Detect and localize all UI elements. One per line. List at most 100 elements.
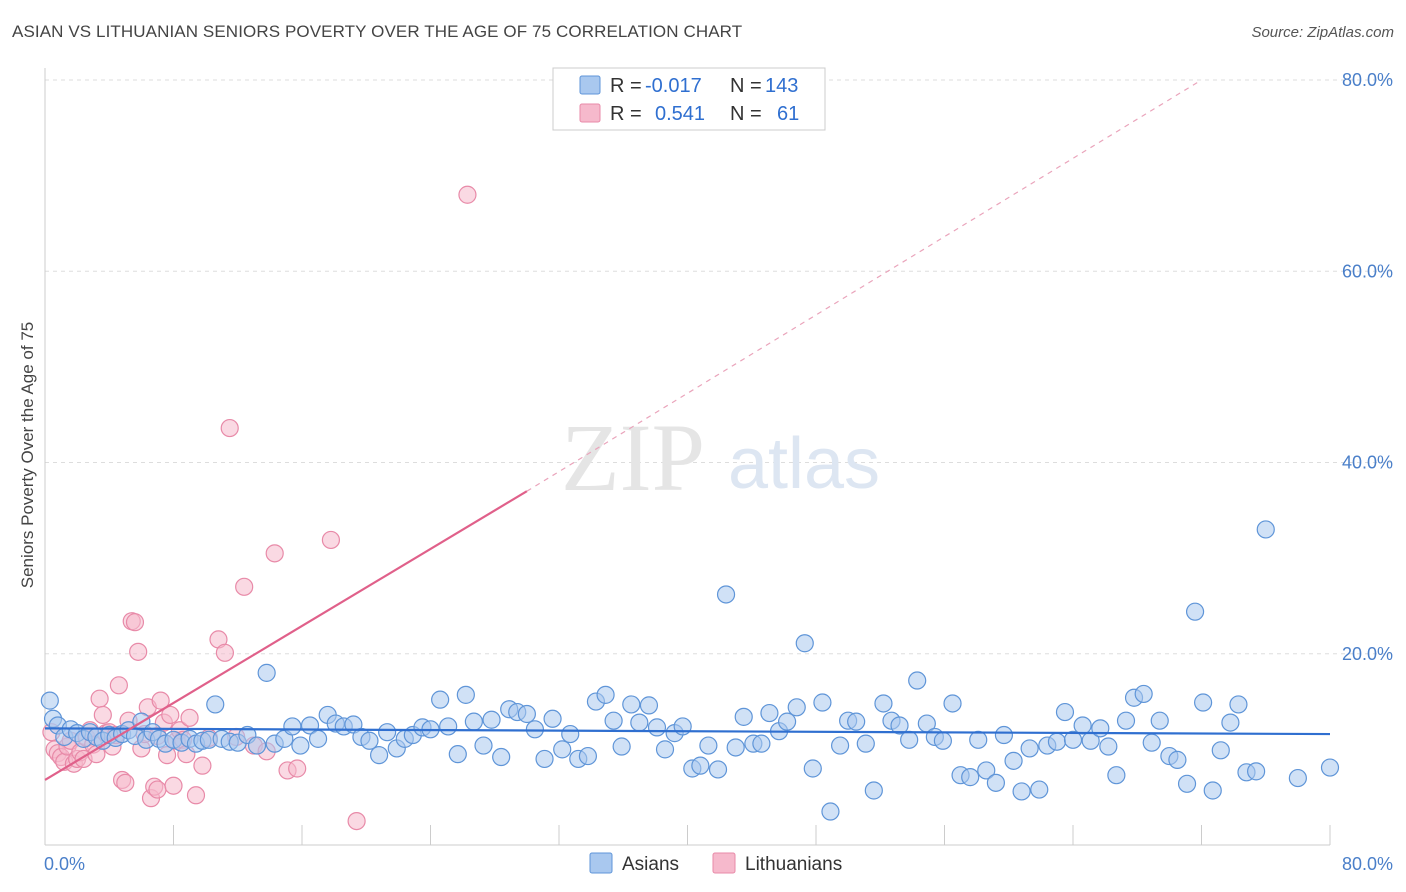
lithuanians-point — [148, 780, 167, 799]
lithuanians-point — [164, 776, 183, 795]
asians-point — [604, 711, 623, 730]
asians-point — [517, 704, 536, 724]
asians-point — [726, 738, 745, 757]
asians-point — [1194, 693, 1213, 712]
asians-point — [308, 729, 328, 748]
watermark-zip: ZIP — [561, 404, 705, 511]
legend-n-label-asians: N = — [730, 75, 762, 97]
lithuanians-point — [180, 708, 199, 727]
asians-point — [908, 671, 927, 690]
lithuanians-point — [161, 705, 180, 725]
asians-point — [1063, 730, 1083, 749]
legend-swatch-asians — [579, 75, 601, 95]
watermark-atlas: atlas — [728, 424, 880, 504]
asians-point — [360, 731, 379, 750]
asians-point — [1229, 695, 1248, 714]
axes — [44, 68, 1331, 846]
asians-point — [622, 695, 641, 714]
asians-point — [1221, 713, 1240, 732]
legend-n-value-asians: 143 — [765, 75, 798, 97]
legend-n-label-lithuanians: N = — [730, 103, 762, 125]
asians-point — [1004, 751, 1023, 770]
asians-point — [1288, 768, 1307, 788]
asians-point — [977, 761, 996, 780]
x-tick-label-1: 80.0% — [1342, 854, 1393, 874]
asians-point — [247, 736, 267, 755]
asians-point — [760, 703, 779, 723]
y-tick-label-0: 20.0% — [1342, 644, 1393, 664]
asians-point — [933, 731, 952, 750]
asians-point — [630, 713, 649, 732]
asians-point — [525, 720, 545, 739]
lithuanians-point — [116, 773, 135, 792]
asians-point — [474, 736, 493, 755]
y-axis-label: Seniors Poverty Over the Age of 75 — [18, 322, 37, 588]
trend-lines — [44, 79, 1331, 781]
lithuanians-point — [265, 544, 284, 563]
asians-point — [561, 724, 580, 744]
x-tick-labels: 0.0% 80.0% — [44, 854, 1393, 874]
asians-point — [1168, 750, 1187, 769]
asians-point — [699, 736, 718, 755]
lithuanians-point — [458, 185, 477, 204]
asians-point — [874, 694, 893, 713]
asians-point — [847, 712, 866, 731]
lithuanians-point — [186, 786, 206, 805]
lithuanians-point — [215, 643, 234, 662]
asians-point — [1211, 741, 1230, 760]
bottom-legend-label-lithuanians: Lithuanians — [745, 854, 842, 875]
asians-point — [1142, 733, 1161, 752]
asians-point — [639, 696, 659, 715]
asians-point — [612, 737, 631, 756]
lithuanians-point — [125, 613, 145, 632]
lithuanians-point — [347, 811, 366, 831]
legend-swatch-lithuanians — [579, 103, 601, 123]
asians-point — [596, 685, 615, 704]
asians-point — [708, 760, 728, 779]
lithuanians-point — [151, 691, 170, 710]
asians-point — [1247, 762, 1266, 781]
asians-point — [856, 734, 875, 753]
asians-point — [752, 734, 771, 753]
lithuanians-point — [288, 759, 307, 778]
lithuanians-trend-extension — [526, 79, 1202, 492]
asians-point — [283, 717, 302, 736]
asians-point — [1185, 602, 1205, 621]
asians-point — [1320, 758, 1340, 777]
lithuanians-point — [193, 756, 212, 775]
bottom-legend-swatch-asians — [589, 852, 613, 874]
asians-point — [456, 685, 475, 704]
asians-point — [378, 723, 397, 742]
asians-point — [961, 768, 980, 787]
y-tick-labels: 20.0% 40.0% 60.0% 80.0% — [1342, 70, 1393, 664]
asians-point — [40, 691, 59, 710]
watermark: ZIP atlas — [561, 404, 880, 511]
asians-point — [1177, 774, 1197, 793]
asians-point — [787, 698, 806, 717]
asians-trend-line — [44, 727, 1331, 736]
asians-point — [673, 717, 692, 736]
y-tick-label-3: 80.0% — [1342, 70, 1393, 90]
asians-point — [482, 710, 501, 729]
asians-point — [655, 740, 675, 759]
asians-point — [1012, 782, 1031, 801]
legend-r-label-asians: R = — [610, 75, 642, 97]
asians-point — [777, 712, 797, 731]
asians-point — [1020, 739, 1039, 758]
asians-point — [1073, 716, 1092, 735]
asians-point — [492, 747, 511, 767]
asians-point — [986, 773, 1006, 792]
asians-point — [1091, 719, 1110, 738]
asians-point — [578, 746, 598, 766]
bottom-legend: Asians Lithuanians — [589, 852, 842, 875]
asians-point — [370, 746, 389, 765]
asians-point — [830, 736, 850, 755]
grid-lines — [45, 79, 1392, 655]
y-tick-label-1: 40.0% — [1342, 453, 1393, 473]
asians-point — [448, 745, 467, 764]
asians-point — [206, 695, 225, 714]
asians-point — [647, 718, 667, 737]
lithuanians-point — [90, 689, 109, 708]
lithuanians-point — [235, 577, 254, 596]
asians-point — [439, 717, 458, 736]
